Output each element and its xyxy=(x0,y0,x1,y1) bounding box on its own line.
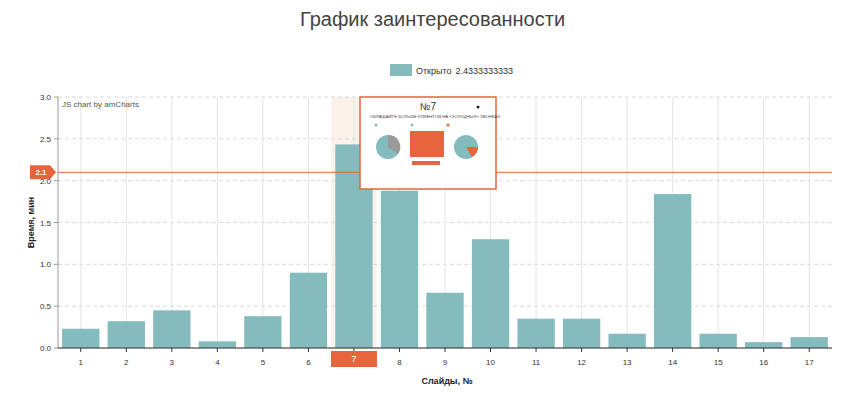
popup-pie xyxy=(376,135,400,159)
bar xyxy=(153,310,190,348)
x-highlight-box xyxy=(331,351,377,367)
popup-title: №7 xyxy=(420,101,437,112)
x-tick-label: 15 xyxy=(714,358,723,367)
y-tick-label: 3.0 xyxy=(40,93,52,102)
x-tick xyxy=(536,348,537,352)
grid-line-x xyxy=(536,97,537,348)
chart: График заинтересованности Открыто 2.433333… xyxy=(0,0,865,396)
grid-line-x xyxy=(809,97,810,348)
guide-label-box xyxy=(30,165,56,179)
x-tick xyxy=(627,348,628,352)
grid-line-x xyxy=(262,97,263,348)
bar xyxy=(290,273,327,348)
grid-line-x xyxy=(627,97,628,348)
x-tick-label: 1 xyxy=(79,358,84,367)
bar xyxy=(199,341,236,348)
x-tick xyxy=(399,348,400,352)
x-tick-label: 6 xyxy=(306,358,311,367)
grid xyxy=(58,97,832,348)
slide-popup: №7 ОБРАЩАЙТЕ БОЛЬШЕ КЛИЕНТОВ НА «ХОЛОДНЫХ… xyxy=(360,97,500,189)
x-tick-label: 12 xyxy=(577,358,586,367)
y-tick xyxy=(54,306,58,307)
bar xyxy=(608,334,645,348)
bar xyxy=(791,337,828,348)
x-tick-label: 8 xyxy=(397,358,402,367)
x-tick xyxy=(490,348,491,352)
grid-line-x xyxy=(763,97,764,348)
bar xyxy=(517,319,554,348)
popup-icon xyxy=(411,124,414,127)
x-tick-label: 3 xyxy=(170,358,175,367)
bar xyxy=(108,321,145,348)
y-tick xyxy=(54,97,58,98)
legend-value: 2.4333333333 xyxy=(456,66,514,76)
bar xyxy=(381,191,418,348)
popup-dot xyxy=(477,106,480,109)
y-axis-title: Время, мин xyxy=(26,197,36,248)
y-tick xyxy=(54,138,58,139)
x-tick-label: 14 xyxy=(668,358,677,367)
bar xyxy=(62,329,99,348)
x-tick xyxy=(672,348,673,352)
x-tick xyxy=(763,348,764,352)
y-tick-label: 0.0 xyxy=(40,344,52,353)
popup-frame xyxy=(360,97,496,189)
legend-swatch xyxy=(390,64,412,76)
popup-pie-slice xyxy=(466,147,478,157)
x-tick xyxy=(445,348,446,352)
popup-pie-slice xyxy=(388,135,400,154)
x-tick xyxy=(718,348,719,352)
y-tick-label: 1.5 xyxy=(40,219,52,228)
x-tick-label: 13 xyxy=(623,358,632,367)
x-tick-label: 11 xyxy=(532,358,541,367)
popup-icon xyxy=(447,124,450,127)
grid-line-x xyxy=(718,97,719,348)
bar xyxy=(745,342,782,348)
legend: Открыто 2.4333333333 xyxy=(390,64,513,76)
bar xyxy=(654,194,691,348)
grid-line-x xyxy=(80,97,81,348)
x-tick-label: 4 xyxy=(215,358,220,367)
guide-label: 2.1 xyxy=(35,168,47,177)
x-tick-label: 2 xyxy=(124,358,129,367)
x-tick-label: 17 xyxy=(805,358,814,367)
x-tick xyxy=(126,348,127,352)
bar xyxy=(472,239,509,348)
x-tick-label: 7 xyxy=(351,354,356,364)
x-axis-title: Слайды, № xyxy=(421,376,472,386)
y-tick-label: 1.0 xyxy=(40,260,52,269)
bar xyxy=(244,316,281,348)
popup-icon xyxy=(375,124,378,127)
title: График заинтересованности xyxy=(300,8,565,30)
x-tick-label: 10 xyxy=(486,358,495,367)
x-tick-label: 9 xyxy=(443,358,448,367)
popup-pie xyxy=(454,135,478,159)
watermark: JS chart by amCharts xyxy=(62,100,139,109)
popup-button xyxy=(412,161,440,165)
grid-line-x xyxy=(581,97,582,348)
bar xyxy=(426,293,463,348)
grid-line-x xyxy=(126,97,127,348)
popup-block xyxy=(410,131,444,157)
y-tick xyxy=(54,264,58,265)
x-tick xyxy=(809,348,810,352)
x-tick xyxy=(171,348,172,352)
x-tick xyxy=(581,348,582,352)
x-tick xyxy=(262,348,263,352)
bar xyxy=(700,334,737,348)
bar xyxy=(563,319,600,348)
x-tick xyxy=(80,348,81,352)
y-tick xyxy=(54,222,58,223)
y-tick-label: 0.5 xyxy=(40,302,52,311)
x-tick xyxy=(308,348,309,352)
x-tick xyxy=(217,348,218,352)
y-tick-label: 2.5 xyxy=(40,135,52,144)
grid-line-x xyxy=(217,97,218,348)
y-tick xyxy=(54,180,58,181)
y-tick xyxy=(54,348,58,349)
x-tick-label: 5 xyxy=(261,358,266,367)
x-tick-label: 16 xyxy=(759,358,768,367)
popup-heading: ОБРАЩАЙТЕ БОЛЬШЕ КЛИЕНТОВ НА «ХОЛОДНЫХ» … xyxy=(370,114,500,119)
legend-label: Открыто xyxy=(416,66,452,76)
